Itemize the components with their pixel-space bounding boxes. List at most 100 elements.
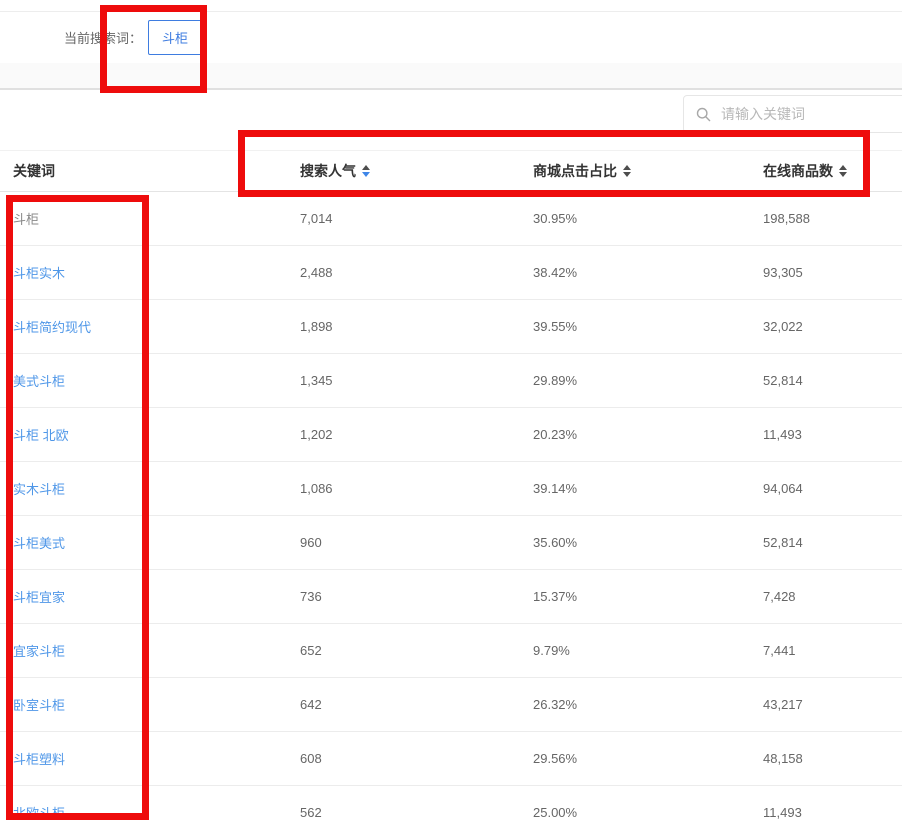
table-row: 斗柜简约现代 1,898 39.55% 32,022 [0, 300, 902, 354]
search-icon [696, 107, 711, 121]
table-row: 卧室斗柜 642 26.32% 43,217 [0, 678, 902, 732]
table-row: 斗柜实木 2,488 38.42% 93,305 [0, 246, 902, 300]
keyword-link[interactable]: 宜家斗柜 [13, 644, 66, 659]
cell-click-ratio: 20.23% [533, 427, 578, 442]
cell-click-ratio: 29.89% [533, 373, 578, 388]
cell-popularity: 1,898 [300, 319, 333, 334]
cell-keyword: 宜家斗柜 [0, 641, 300, 660]
table-row: 斗柜 北欧 1,202 20.23% 11,493 [0, 408, 902, 462]
column-header-label: 搜索人气 [300, 163, 356, 179]
table-row: 美式斗柜 1,345 29.89% 52,814 [0, 354, 902, 408]
cell-products: 7,428 [763, 589, 796, 604]
table-row: 实木斗柜 1,086 39.14% 94,064 [0, 462, 902, 516]
table-row: 斗柜美式 960 35.60% 52,814 [0, 516, 902, 570]
section-divider [0, 63, 902, 90]
column-header-popularity[interactable]: 搜索人气 [300, 161, 533, 181]
cell-popularity: 652 [300, 643, 322, 658]
keyword-search-box[interactable] [683, 95, 902, 133]
keyword-link: 斗柜 [13, 212, 40, 227]
caret-up-icon [362, 165, 370, 170]
search-input[interactable] [719, 105, 902, 123]
cell-popularity: 562 [300, 805, 322, 820]
cell-products: 93,305 [763, 265, 803, 280]
column-header-keyword: 关键词 [0, 161, 300, 181]
cell-keyword: 斗柜美式 [0, 533, 300, 552]
cell-products: 52,814 [763, 535, 803, 550]
cell-popularity: 1,086 [300, 481, 333, 496]
table-body: 斗柜 7,014 30.95% 198,588 斗柜实木 2,488 38.42… [0, 192, 902, 824]
cell-products: 94,064 [763, 481, 803, 496]
cell-popularity: 736 [300, 589, 322, 604]
keyword-link[interactable]: 实木斗柜 [13, 482, 66, 497]
column-header-products[interactable]: 在线商品数 [763, 161, 902, 181]
cell-click-ratio: 39.14% [533, 481, 578, 496]
caret-down-icon [839, 172, 847, 177]
cell-keyword: 北欧斗柜 [0, 803, 300, 822]
cell-products: 198,588 [763, 211, 810, 226]
caret-up-icon [839, 165, 847, 170]
caret-up-icon [623, 165, 631, 170]
cell-click-ratio: 15.37% [533, 589, 578, 604]
cell-keyword: 斗柜 [0, 209, 300, 228]
keyword-link[interactable]: 北欧斗柜 [13, 806, 66, 821]
cell-popularity: 7,014 [300, 211, 333, 226]
column-header-label: 关键词 [13, 163, 55, 179]
table-row: 斗柜宜家 736 15.37% 7,428 [0, 570, 902, 624]
keyword-link[interactable]: 斗柜美式 [13, 536, 66, 551]
cell-popularity: 608 [300, 751, 322, 766]
cell-keyword: 斗柜 北欧 [0, 425, 300, 444]
table-header: 关键词 搜索人气 商城点击占比 在线商品数 [0, 150, 902, 192]
cell-click-ratio: 9.79% [533, 643, 570, 658]
sort-icon[interactable] [362, 165, 370, 177]
cell-products: 11,493 [763, 805, 802, 820]
cell-keyword: 斗柜实木 [0, 263, 300, 282]
cell-popularity: 1,345 [300, 373, 333, 388]
sort-icon[interactable] [623, 165, 631, 177]
cell-keyword: 卧室斗柜 [0, 695, 300, 714]
cell-keyword: 美式斗柜 [0, 371, 300, 390]
table-row: 北欧斗柜 562 25.00% 11,493 [0, 786, 902, 824]
cell-click-ratio: 38.42% [533, 265, 578, 280]
current-search-label: 当前搜索词： [64, 31, 143, 46]
cell-click-ratio: 30.95% [533, 211, 578, 226]
keyword-link[interactable]: 斗柜宜家 [13, 590, 66, 605]
cell-popularity: 642 [300, 697, 322, 712]
cell-keyword: 斗柜宜家 [0, 587, 300, 606]
table-row: 宜家斗柜 652 9.79% 7,441 [0, 624, 902, 678]
cell-products: 52,814 [763, 373, 803, 388]
table-row: 斗柜塑料 608 29.56% 48,158 [0, 732, 902, 786]
sort-icon[interactable] [839, 165, 847, 177]
keyword-link[interactable]: 斗柜 北欧 [13, 428, 69, 443]
search-term-tag[interactable]: 斗柜 [148, 20, 203, 55]
table-row: 斗柜 7,014 30.95% 198,588 [0, 192, 902, 246]
cell-click-ratio: 25.00% [533, 805, 578, 820]
cell-products: 43,217 [763, 697, 803, 712]
caret-down-icon [362, 172, 370, 177]
keyword-link[interactable]: 斗柜简约现代 [13, 320, 92, 335]
keyword-link[interactable]: 卧室斗柜 [13, 698, 66, 713]
cell-keyword: 斗柜简约现代 [0, 317, 300, 336]
keyword-link[interactable]: 美式斗柜 [13, 374, 66, 389]
cell-click-ratio: 29.56% [533, 751, 578, 766]
column-header-click-ratio[interactable]: 商城点击占比 [533, 161, 763, 181]
cell-popularity: 1,202 [300, 427, 333, 442]
topbar: 当前搜索词： 斗柜 [0, 11, 902, 64]
cell-products: 32,022 [763, 319, 803, 334]
cell-products: 11,493 [763, 427, 802, 442]
keyword-link[interactable]: 斗柜塑料 [13, 752, 66, 767]
keywords-table: 关键词 搜索人气 商城点击占比 在线商品数 [0, 150, 902, 824]
column-header-label: 在线商品数 [763, 163, 833, 179]
cell-popularity: 2,488 [300, 265, 333, 280]
cell-products: 48,158 [763, 751, 803, 766]
keyword-link[interactable]: 斗柜实木 [13, 266, 66, 281]
cell-keyword: 斗柜塑料 [0, 749, 300, 768]
caret-down-icon [623, 172, 631, 177]
column-header-label: 商城点击占比 [533, 163, 617, 179]
cell-click-ratio: 35.60% [533, 535, 578, 550]
cell-popularity: 960 [300, 535, 322, 550]
cell-click-ratio: 26.32% [533, 697, 578, 712]
cell-keyword: 实木斗柜 [0, 479, 300, 498]
cell-click-ratio: 39.55% [533, 319, 578, 334]
cell-products: 7,441 [763, 643, 796, 658]
